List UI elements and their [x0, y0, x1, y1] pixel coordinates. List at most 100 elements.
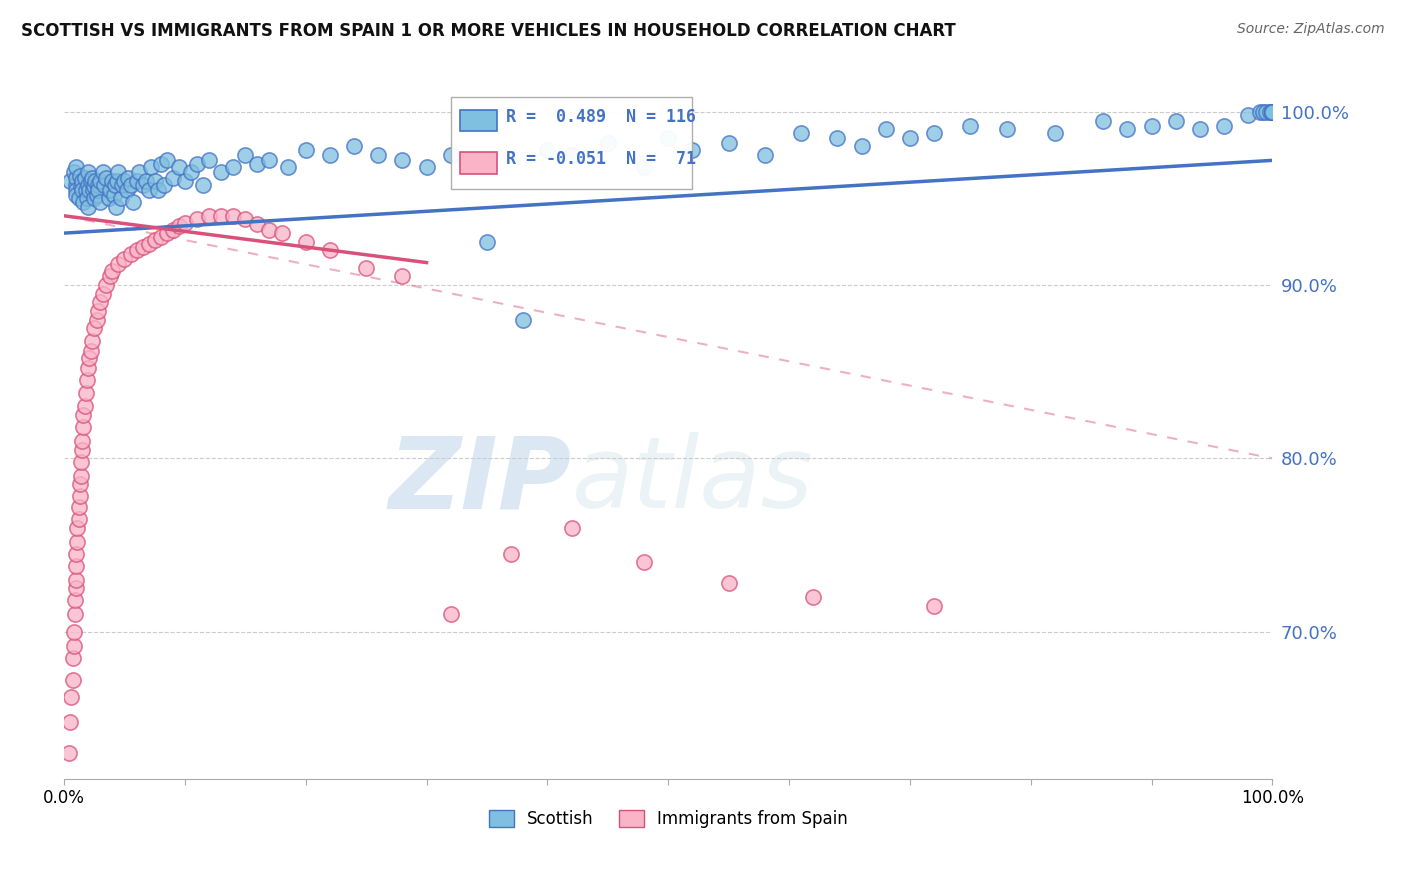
Point [59, 174, 82, 188]
Point [72, 408, 94, 422]
Point [77, 361, 100, 376]
Point [97, 192, 120, 206]
Point [103, 188, 125, 202]
Point [76, 373, 98, 387]
Point [117, 170, 139, 185]
Point [149, 157, 172, 171]
Point [167, 161, 190, 175]
Point [120, 178, 142, 192]
Point [91, 165, 114, 179]
Point [69, 477, 91, 491]
Point [143, 174, 166, 188]
Point [294, 235, 316, 249]
Point [156, 226, 179, 240]
Point [65, 161, 87, 175]
Point [87, 304, 110, 318]
Point [343, 139, 366, 153]
Point [633, 161, 655, 175]
Point [1251, 104, 1274, 119]
Text: ZIP: ZIP [388, 432, 572, 529]
Point [561, 148, 583, 162]
Point [77, 165, 100, 179]
Point [995, 122, 1018, 136]
Point [62, 673, 84, 688]
Point [70, 455, 93, 469]
Point [209, 165, 232, 179]
Point [65, 183, 87, 197]
Point [114, 174, 136, 188]
Point [198, 153, 221, 168]
Point [391, 269, 413, 284]
Point [512, 312, 534, 326]
Point [959, 119, 981, 133]
Point [186, 157, 208, 171]
Point [70, 174, 93, 188]
Point [367, 148, 389, 162]
Point [67, 500, 90, 514]
Point [96, 278, 118, 293]
Point [62, 165, 84, 179]
Point [65, 188, 87, 202]
Point [70, 442, 93, 457]
Point [259, 153, 281, 168]
Point [125, 244, 148, 258]
FancyBboxPatch shape [460, 153, 496, 174]
Point [222, 161, 245, 175]
Point [596, 136, 619, 150]
Point [1249, 104, 1271, 119]
Point [391, 153, 413, 168]
Point [69, 490, 91, 504]
Point [128, 165, 150, 179]
Point [1261, 104, 1284, 119]
Point [827, 131, 849, 145]
Point [1256, 104, 1278, 119]
Point [1237, 108, 1260, 122]
Point [107, 257, 129, 271]
Point [69, 169, 91, 183]
Point [922, 599, 945, 613]
Point [79, 343, 101, 358]
Point [1092, 113, 1115, 128]
Point [89, 295, 111, 310]
Point [82, 183, 104, 197]
Point [65, 582, 87, 596]
Point [851, 139, 873, 153]
Point [72, 420, 94, 434]
Point [148, 183, 170, 197]
Point [1258, 104, 1281, 119]
Point [922, 126, 945, 140]
Point [354, 260, 377, 275]
Point [73, 170, 96, 185]
Point [259, 222, 281, 236]
Point [174, 216, 197, 230]
Point [125, 174, 148, 188]
Point [246, 218, 269, 232]
Point [440, 607, 463, 622]
Point [1261, 104, 1284, 119]
Point [681, 143, 703, 157]
Point [91, 286, 114, 301]
Point [65, 558, 87, 573]
Point [70, 183, 93, 197]
Point [898, 131, 921, 145]
FancyBboxPatch shape [451, 97, 692, 189]
Point [209, 209, 232, 223]
Point [120, 247, 142, 261]
Point [110, 192, 132, 206]
Point [101, 174, 124, 188]
Point [233, 148, 256, 162]
Point [1213, 119, 1236, 133]
Point [79, 351, 101, 365]
Point [89, 174, 111, 188]
Point [1140, 119, 1163, 133]
Point [1261, 104, 1284, 119]
Point [77, 200, 100, 214]
Point [174, 174, 197, 188]
Point [319, 244, 342, 258]
Point [801, 590, 824, 604]
Point [754, 148, 776, 162]
Point [105, 174, 128, 188]
Text: atlas: atlas [572, 432, 813, 529]
Point [277, 161, 299, 175]
Text: R =  0.489  N = 116: R = 0.489 N = 116 [506, 108, 696, 126]
